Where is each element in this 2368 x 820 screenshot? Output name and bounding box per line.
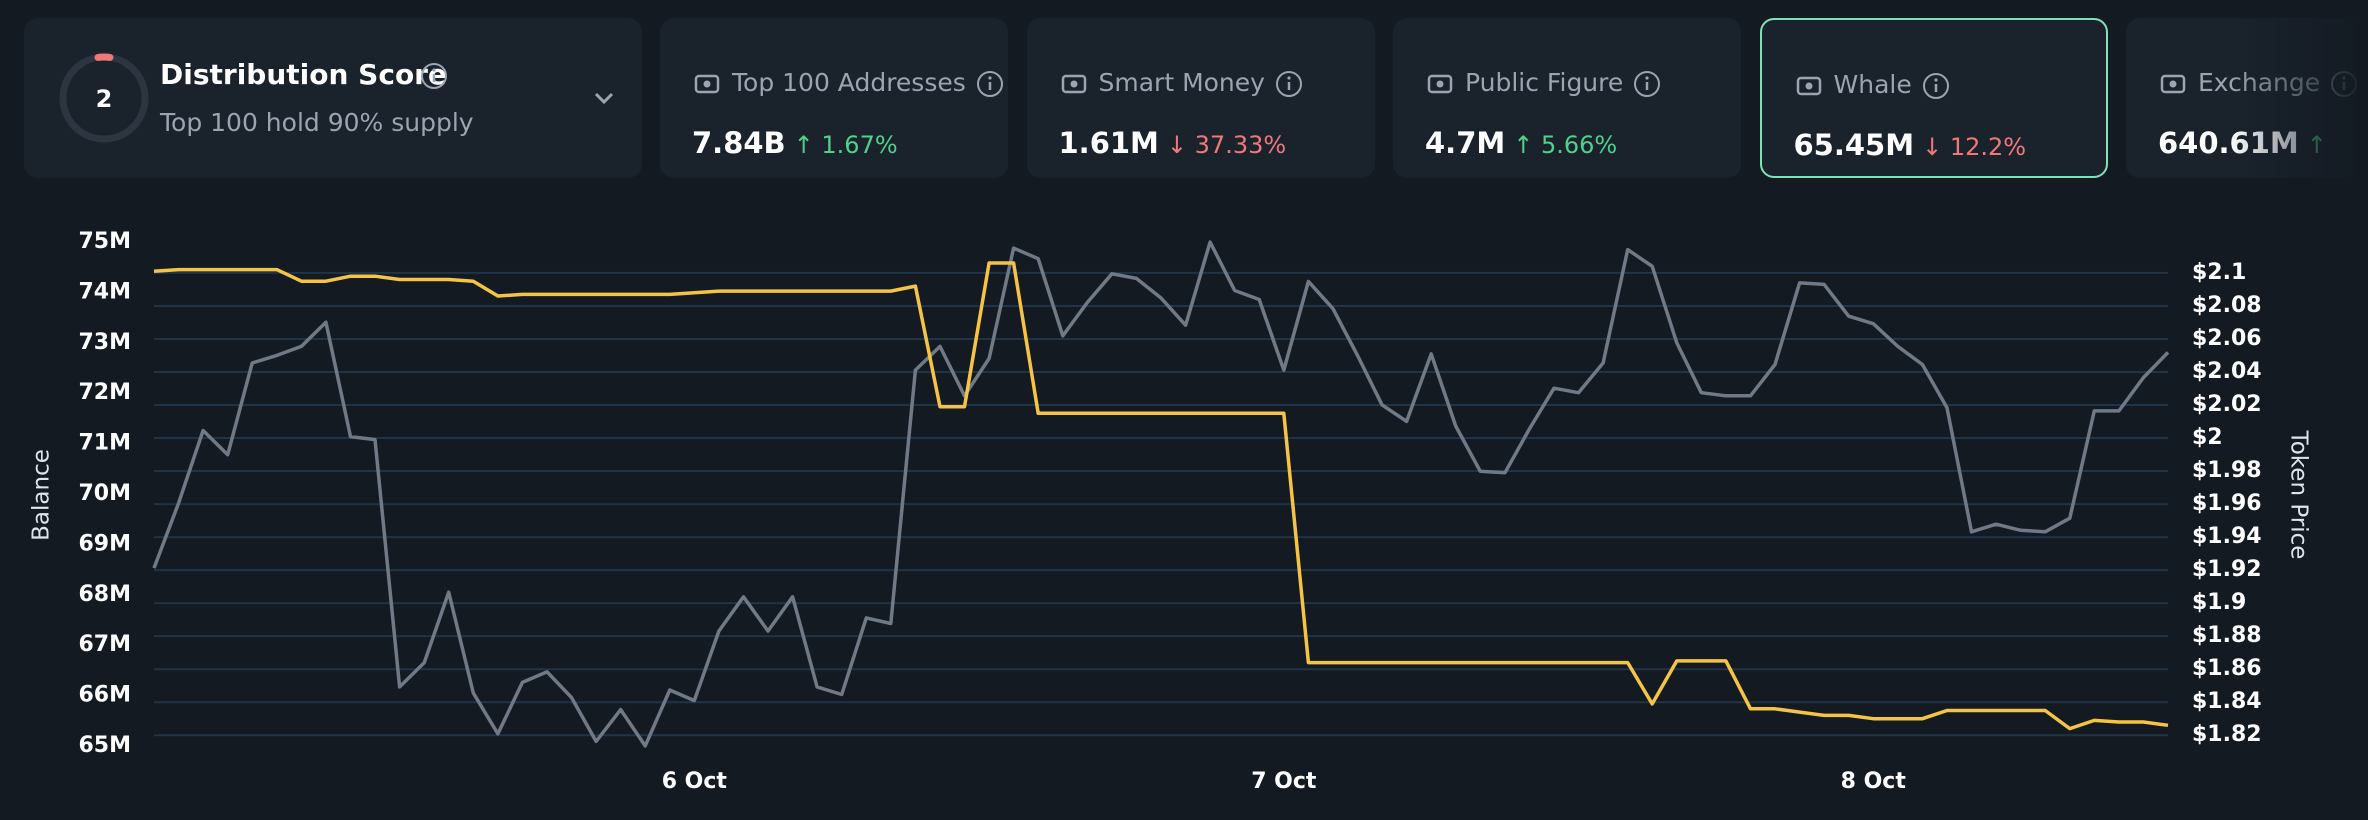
card-icon bbox=[694, 74, 720, 94]
y2-tick-label: $1.94 bbox=[2192, 524, 2262, 549]
y-tick-label: 75M bbox=[78, 229, 131, 254]
y2-tick-label: $2.08 bbox=[2192, 293, 2262, 318]
y-tick-label: 74M bbox=[78, 279, 131, 304]
metric-card[interactable]: Top 100 Addresses 7.84B ↑ 1.67% bbox=[660, 18, 1008, 178]
card-value: 4.7M bbox=[1425, 126, 1506, 160]
card-label: Public Figure bbox=[1465, 68, 1624, 97]
y-tick-label: 73M bbox=[78, 330, 131, 355]
info-icon[interactable] bbox=[976, 70, 1004, 98]
y2-tick-label: $2 bbox=[2192, 425, 2223, 450]
card-icon bbox=[1061, 74, 1086, 94]
y-tick-label: 65M bbox=[78, 733, 131, 758]
y2-tick-label: $1.88 bbox=[2192, 623, 2262, 648]
y2-tick-label: $1.9 bbox=[2192, 590, 2246, 615]
y2-axis-title: Token Price bbox=[2286, 430, 2312, 560]
metric-card[interactable]: Public Figure 4.7M ↑ 5.66% bbox=[1393, 18, 1741, 178]
metric-card[interactable]: Whale 65.45M ↓ 12.2% bbox=[1759, 18, 2108, 178]
series-line bbox=[153, 261, 2169, 731]
card-change: ↓ 12.2% bbox=[1922, 133, 2027, 161]
y-axis-title: Balance bbox=[29, 449, 55, 541]
fade bbox=[2230, 18, 2368, 178]
card-icon bbox=[2160, 74, 2186, 94]
series-line bbox=[152, 240, 2170, 748]
distribution-title: Distribution Score bbox=[160, 58, 447, 91]
y-tick-label: 68M bbox=[78, 582, 131, 607]
score: 2 bbox=[96, 85, 113, 113]
y2-tick-label: $2.06 bbox=[2192, 326, 2262, 351]
x-tick-label: 6 Oct bbox=[662, 769, 728, 794]
x-tick-label: 7 Oct bbox=[1251, 769, 1317, 794]
y-tick-label: 70M bbox=[78, 481, 131, 506]
score-ring: 2 bbox=[59, 53, 149, 143]
card-value: 1.61M bbox=[1058, 126, 1159, 160]
card-icon bbox=[1427, 74, 1453, 94]
y-tick-label: 72M bbox=[78, 380, 131, 405]
card-label: Whale bbox=[1833, 70, 1912, 99]
dropdown[interactable] bbox=[592, 86, 616, 110]
card-icon bbox=[1796, 76, 1821, 96]
y2-tick-label: $1.84 bbox=[2192, 689, 2262, 714]
info-icon[interactable] bbox=[1922, 72, 1950, 100]
y2-tick-label: $1.96 bbox=[2192, 491, 2262, 516]
y2-tick-label: $1.98 bbox=[2192, 458, 2262, 483]
y2-tick-label: $2.02 bbox=[2192, 392, 2262, 417]
y-tick-label: 67M bbox=[78, 632, 131, 657]
x-tick-label: 8 Oct bbox=[1841, 769, 1907, 794]
y2-tick-label: $1.86 bbox=[2192, 656, 2262, 681]
y-tick-label: 71M bbox=[78, 431, 131, 456]
info-icon[interactable] bbox=[1633, 70, 1661, 98]
y-tick-label: 66M bbox=[78, 683, 131, 708]
card-value: 65.45M bbox=[1793, 128, 1915, 162]
card-label: Smart Money bbox=[1098, 68, 1265, 97]
y-tick-label: 69M bbox=[78, 531, 131, 556]
card-value: 7.84B bbox=[692, 126, 786, 160]
distribution-card[interactable]: 2 Distribution Score Top 100 hold 90% su… bbox=[24, 18, 642, 178]
y2-tick-label: $1.92 bbox=[2192, 557, 2262, 582]
y2-tick-label: $1.82 bbox=[2192, 722, 2262, 747]
info-icon[interactable] bbox=[1275, 70, 1303, 98]
card-label: Top 100 Addresses bbox=[732, 68, 966, 97]
card-change: ↓ 37.33% bbox=[1166, 131, 1287, 159]
info-icon[interactable] bbox=[420, 62, 448, 90]
y2-tick-label: $2.1 bbox=[2192, 260, 2246, 285]
card-change: ↑ 1.67% bbox=[793, 131, 898, 159]
distribution-subtitle: Top 100 hold 90% supply bbox=[160, 108, 474, 137]
card-change: ↑ 5.66% bbox=[1513, 131, 1618, 159]
y2-tick-label: $2.04 bbox=[2192, 359, 2262, 384]
metric-card[interactable]: Smart Money 1.61M ↓ 37.33% bbox=[1026, 18, 1375, 178]
